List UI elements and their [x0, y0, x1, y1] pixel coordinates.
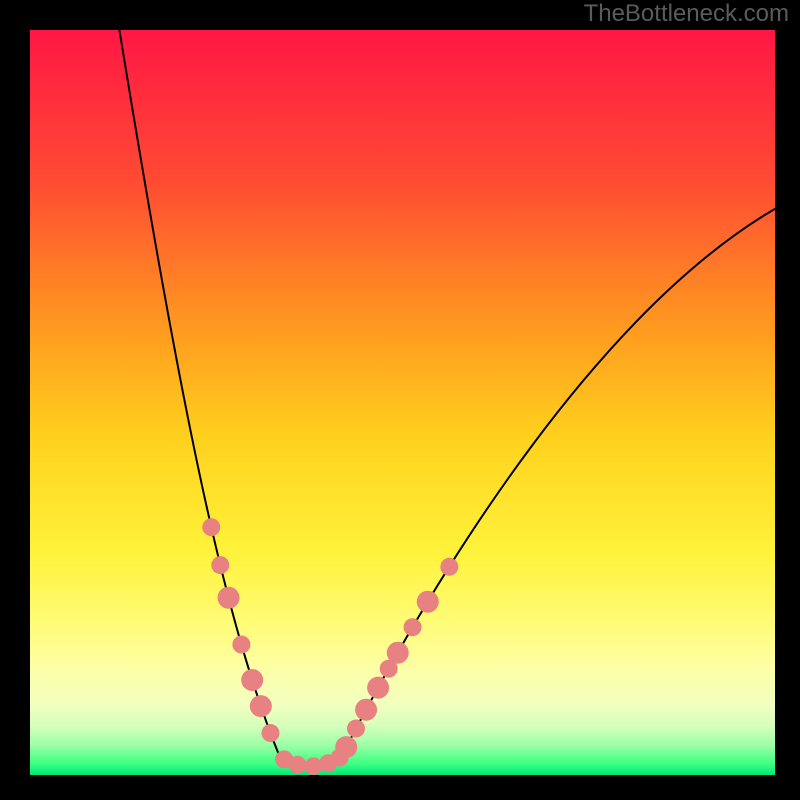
chart-marker: [417, 591, 439, 613]
chart-marker: [241, 669, 263, 691]
chart-marker: [355, 699, 377, 721]
chart-marker: [440, 558, 458, 576]
chart-marker: [288, 756, 306, 774]
stage: TheBottleneck.com: [0, 0, 800, 800]
chart-marker: [202, 518, 220, 536]
chart-marker: [387, 642, 409, 664]
chart-marker: [367, 677, 389, 699]
chart-marker: [261, 724, 279, 742]
bottleneck-chart: [30, 30, 775, 775]
chart-marker: [404, 618, 422, 636]
chart-marker: [335, 736, 357, 758]
chart-marker: [211, 556, 229, 574]
chart-marker: [250, 695, 272, 717]
watermark-text: TheBottleneck.com: [584, 0, 789, 28]
gradient-background: [30, 30, 775, 775]
chart-marker: [347, 720, 365, 738]
chart-marker: [218, 587, 240, 609]
chart-marker: [232, 635, 250, 653]
